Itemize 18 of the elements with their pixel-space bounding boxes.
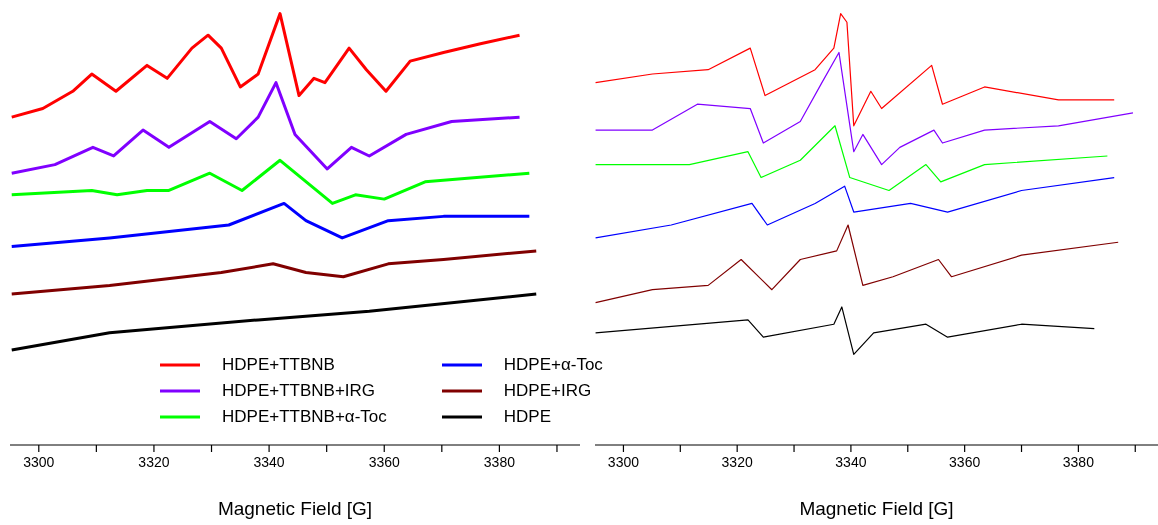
x-tick-label: 3320	[138, 454, 170, 470]
x-tick-label: 3300	[23, 454, 55, 470]
x-axis-title: Magnetic Field [G]	[799, 498, 954, 519]
legend-label: HDPE+IRG	[503, 381, 592, 401]
legend-label: HDPE+α-Toc	[503, 355, 603, 375]
legend-label: HDPE+TTBNB+IRG	[222, 381, 376, 401]
x-tick-label: 3300	[607, 454, 640, 470]
legend-label: HDPE+TTBNB+α-Toc	[222, 407, 387, 427]
legend-label: HDPE	[503, 407, 551, 427]
legend-label: HDPE+TTBNB	[222, 355, 335, 375]
x-tick-label: 3380	[483, 454, 516, 470]
x-tick-label: 3380	[1062, 454, 1095, 470]
x-tick-label: 3340	[835, 454, 867, 470]
x-tick-label: 3360	[949, 454, 981, 470]
x-tick-label: 3340	[253, 454, 285, 470]
x-tick-label: 3360	[368, 454, 401, 470]
x-tick-label: 3320	[721, 454, 753, 470]
x-axis-title: Magnetic Field [G]	[217, 498, 373, 519]
